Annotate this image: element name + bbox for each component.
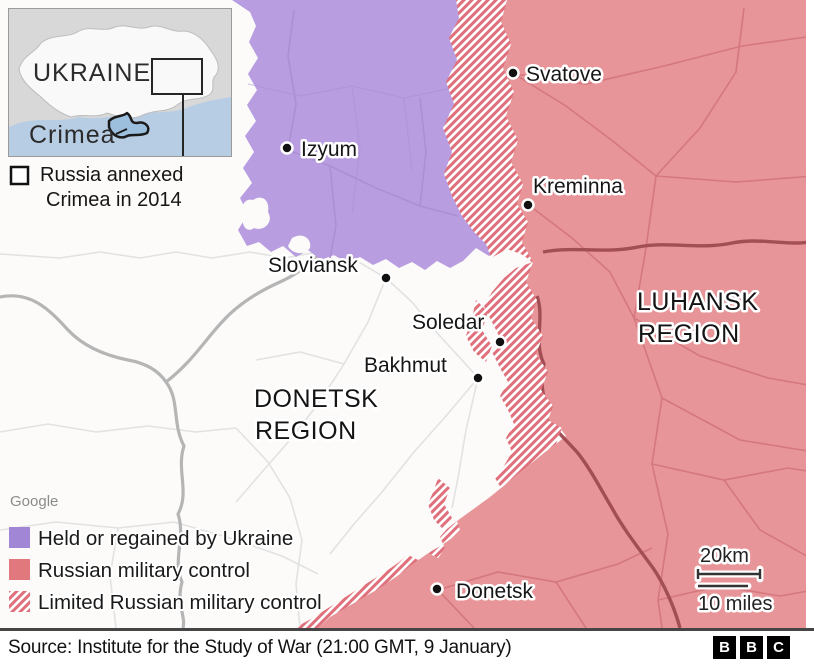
city-dot-svatove [506, 66, 520, 80]
city-label-bakhmut: Bakhmut [364, 354, 447, 377]
annex-note-swatch [9, 165, 30, 186]
inset-crimea-pointer-line [115, 128, 128, 135]
region-label-luhansk-line1: LUHANSK [637, 288, 759, 316]
legend-swatch-russian [9, 559, 30, 580]
city-label-kreminna: Kreminna [533, 175, 623, 198]
region-labels: LUHANSK REGION DONETSK REGION [252, 286, 761, 448]
footer: Source: Institute for the Study of War (… [0, 628, 814, 664]
city-label-izyum: Izyum [301, 138, 357, 161]
scale-bar-lines [696, 569, 762, 588]
bbc-logo-letter: B [713, 636, 736, 659]
city-label-soledar: Soledar [412, 311, 484, 334]
inset-locator-map: UKRAINE Crimea [8, 8, 232, 157]
district-lines-purple [247, 83, 453, 215]
map-canvas: LUHANSK REGION DONETSK REGION Svatove Iz… [0, 0, 814, 628]
legend-label-russian: Russian military control [38, 559, 250, 582]
city-labels: Svatove Izyum Kreminna Sloviansk Soledar… [266, 61, 626, 606]
inset-crimea-shape [107, 111, 150, 139]
city-dot-donetsk [430, 582, 444, 596]
google-watermark: Google [10, 493, 58, 510]
annex-note-line2: Crimea in 2014 [46, 189, 182, 211]
region-label-luhansk-line2: REGION [638, 320, 740, 348]
limited-control-hatch [296, 0, 562, 628]
roads-purple-area [287, 9, 459, 259]
legend-label-held: Held or regained by Ukraine [38, 527, 293, 550]
city-dots [280, 66, 535, 596]
inset-country-label: UKRAINE [33, 59, 151, 87]
region-label-donetsk-line1: DONETSK [254, 385, 378, 413]
bbc-logo: B B C [713, 636, 790, 659]
inset-extent-box [151, 58, 203, 95]
bbc-logo-letter: C [767, 636, 790, 659]
right-edge-margin [806, 0, 814, 628]
annex-note: Russia annexed Crimea in 2014 [9, 164, 183, 211]
city-dot-bakhmut [471, 371, 485, 385]
scale-km-label: 20km [700, 545, 749, 567]
scale-bar: 20km 10 miles [694, 543, 775, 618]
white-pockets [242, 197, 311, 254]
legend-label-limited: Limited Russian military control [38, 591, 322, 614]
city-label-sloviansk: Sloviansk [268, 254, 358, 277]
annex-note-line1: Russia annexed [40, 164, 183, 186]
war-map: LUHANSK REGION DONETSK REGION Svatove Iz… [0, 0, 814, 628]
city-label-svatove: Svatove [526, 63, 602, 86]
city-dot-sloviansk [379, 271, 393, 285]
legend: Held or regained by Ukraine Russian mili… [9, 525, 324, 616]
city-dot-kreminna [521, 198, 535, 212]
scale-miles-label: 10 miles [698, 593, 772, 615]
region-boundary-dark-red [535, 239, 814, 628]
city-dot-soledar [493, 335, 507, 349]
roads-pink-area [437, 7, 814, 628]
inset-ukraine-shape [18, 25, 219, 119]
city-label-donetsk: Donetsk [456, 580, 534, 603]
source-attribution: Source: Institute for the Study of War (… [8, 636, 512, 658]
bbc-logo-letter: B [740, 636, 763, 659]
legend-swatch-held [9, 527, 30, 548]
inset-crimea-label: Crimea [29, 121, 116, 149]
legend-swatch-limited [9, 591, 30, 612]
city-dot-izyum [280, 141, 294, 155]
region-label-donetsk-line2: REGION [255, 417, 357, 445]
